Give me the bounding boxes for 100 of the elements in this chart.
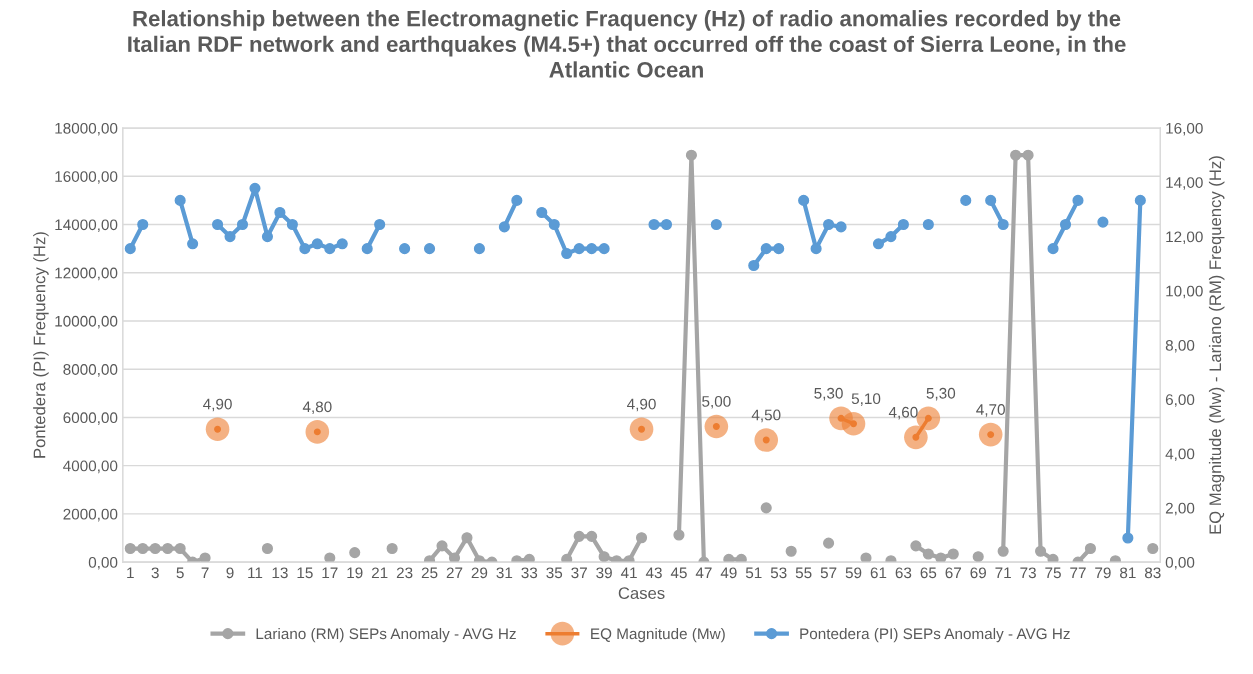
point (760, 502, 772, 514)
y2-tick-label: 12,00 (1166, 231, 1203, 245)
x-tick-label: 57 (820, 567, 837, 579)
point (436, 540, 448, 552)
x-tick-label: 13 (272, 567, 288, 579)
point (823, 218, 835, 231)
point (361, 243, 373, 255)
y-tick-label: 8000,00 (63, 364, 118, 377)
point (773, 243, 785, 255)
point (823, 537, 835, 549)
point (1147, 542, 1159, 555)
x-tick-label: 23 (396, 567, 413, 579)
data-label: 4,90 (203, 398, 232, 412)
point (374, 218, 386, 231)
x-tick-label: 21 (371, 567, 388, 579)
data-label: 5,00 (702, 395, 731, 409)
point (922, 218, 934, 231)
x-tick-label: 5 (176, 567, 184, 579)
y-tick-label: 4000,00 (63, 460, 118, 474)
x-tick-label: 61 (870, 567, 887, 579)
point (1134, 194, 1146, 206)
y2-tick-label: 6,00 (1165, 394, 1195, 407)
point (885, 231, 897, 243)
point (561, 553, 573, 563)
y-tick-label: 18000,00 (55, 122, 118, 136)
x-tick-label: 49 (720, 567, 737, 579)
point (137, 218, 149, 231)
y2-tick-label: 0,00 (1165, 556, 1195, 570)
y2-tick-label: 4,00 (1165, 448, 1195, 462)
point (835, 221, 847, 233)
point (561, 247, 573, 260)
point (997, 218, 1009, 231)
x-axis-title: Cases (618, 587, 665, 600)
point (349, 547, 361, 559)
y2-axis-title: EQ Magnitude (Mw) - Lariano (RM) Frequency (Hz) (1208, 156, 1225, 534)
point (399, 243, 411, 255)
point (124, 542, 136, 555)
y-tick-label: 10000,00 (55, 315, 118, 329)
x-tick-label: 73 (1020, 567, 1036, 579)
point (498, 221, 510, 233)
x-tick-label: 35 (546, 567, 563, 579)
point (598, 551, 610, 563)
point (324, 243, 336, 255)
point (704, 414, 729, 439)
data-label: 4,70 (976, 404, 1005, 417)
x-tick-label: 11 (248, 567, 263, 579)
point (448, 552, 461, 563)
x-tick-label: 25 (421, 567, 438, 579)
point (137, 542, 149, 555)
data-label: 5,30 (814, 387, 843, 401)
point (205, 417, 230, 441)
x-tick-label: 41 (620, 567, 637, 579)
point (124, 243, 136, 255)
legend-label: Pontedera (PI) SEPs Anomaly - AVG Hz (800, 627, 1070, 643)
point (1035, 545, 1047, 557)
point (573, 530, 585, 542)
point (386, 542, 398, 555)
point (162, 542, 174, 555)
data-label: 4,50 (751, 409, 781, 423)
point (586, 243, 598, 255)
x-tick-label: 71 (995, 567, 1011, 579)
point (1097, 216, 1109, 228)
legend-label: Lariano (RM) SEPs Anomaly - AVG Hz (256, 627, 516, 643)
x-tick-label: 53 (770, 567, 787, 579)
point (536, 206, 548, 219)
point (947, 548, 959, 560)
data-label: 4,60 (888, 406, 918, 420)
point (324, 552, 336, 563)
point (249, 182, 261, 194)
point (1010, 149, 1022, 161)
point (423, 243, 436, 255)
point (922, 548, 934, 560)
point (897, 218, 909, 231)
point (473, 243, 485, 255)
point (149, 542, 161, 555)
x-tick-label: 9 (226, 567, 234, 579)
point (586, 530, 598, 542)
x-tick-label: 63 (895, 567, 912, 579)
point (710, 218, 722, 231)
legend-label: EQ Magnitude (Mw) (591, 627, 725, 643)
y-axis-title: Pontedera (PI) Frequency (Hz) (33, 232, 49, 458)
point (735, 553, 747, 563)
point (985, 194, 997, 206)
x-tick-label: 83 (1144, 567, 1161, 579)
point (841, 411, 866, 436)
y-tick-label: 14000,00 (55, 219, 118, 233)
y2-tick-label: 10,00 (1166, 285, 1203, 299)
point (997, 545, 1009, 557)
x-tick-label: 43 (645, 567, 662, 579)
point (461, 532, 473, 544)
point (523, 553, 535, 563)
x-tick-label: 33 (521, 567, 538, 579)
x-tick-label: 69 (970, 567, 986, 579)
x-tick-label: 37 (571, 567, 587, 579)
x-tick-label: 81 (1120, 567, 1136, 579)
point (261, 231, 273, 243)
point (1059, 218, 1072, 231)
x-tick-label: 45 (670, 567, 687, 579)
point (648, 218, 660, 231)
point (785, 545, 797, 557)
